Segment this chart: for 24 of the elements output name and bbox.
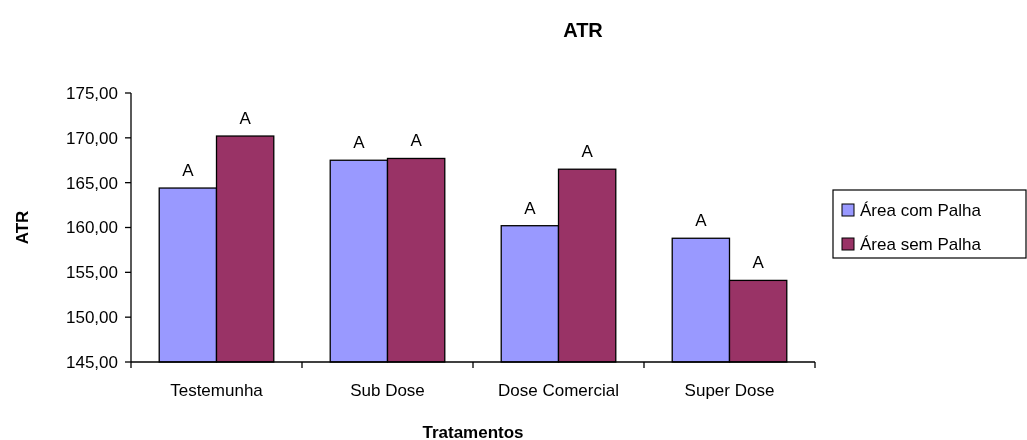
data-label: A [182,161,195,181]
y-tick-label: 165,00 [66,173,118,193]
y-tick-label: 145,00 [66,352,118,372]
data-label: A [524,198,537,218]
y-tick-label: 175,00 [66,83,118,103]
data-label: A [410,131,423,151]
x-tick-label: Super Dose [684,381,775,400]
data-label: A [353,133,366,153]
y-tick-label: 170,00 [66,128,118,148]
x-tick-label: Sub Dose [350,381,425,400]
x-tick-label: Dose Comercial [498,381,619,400]
data-label: A [581,142,594,162]
legend-label: Área sem Palha [860,234,982,254]
x-tick-label: Testemunha [170,381,264,400]
y-tick-label: 150,00 [66,308,118,328]
x-axis-title: Tratamentos [422,423,524,440]
data-label: A [239,109,252,129]
legend-label: Área com Palha [860,200,982,220]
data-label: A [695,211,708,231]
y-tick-label: 155,00 [66,263,118,283]
data-label: A [752,253,765,273]
y-axis-title: ATR [13,210,32,245]
chart-title: ATR [563,19,604,41]
y-tick-label: 160,00 [66,218,118,238]
